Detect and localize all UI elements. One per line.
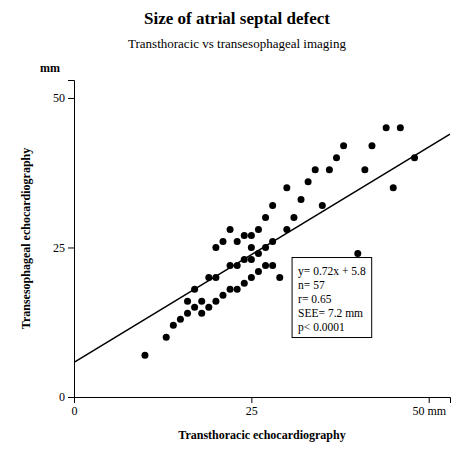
tick-label: 50 bbox=[53, 91, 65, 105]
plot-area bbox=[74, 124, 450, 362]
tick-mark bbox=[68, 98, 74, 99]
point bbox=[255, 250, 262, 257]
stats-box-frame bbox=[292, 258, 372, 338]
tick: 50 bbox=[53, 91, 74, 105]
tick-label: 25 bbox=[246, 404, 258, 418]
tick-label: 0 bbox=[59, 390, 65, 404]
point bbox=[305, 178, 312, 185]
annotation: n= 57 bbox=[298, 279, 325, 291]
tick-label: 0 bbox=[72, 404, 78, 418]
tick-mark bbox=[251, 397, 252, 403]
point bbox=[354, 250, 361, 257]
point bbox=[340, 142, 347, 149]
point bbox=[234, 238, 241, 245]
point bbox=[170, 322, 177, 329]
point bbox=[390, 184, 397, 191]
point bbox=[248, 274, 255, 281]
point bbox=[255, 226, 262, 233]
point bbox=[219, 292, 226, 299]
chart: Size of atrial septal defect Transthoraci… bbox=[0, 0, 474, 455]
point bbox=[411, 154, 418, 161]
point bbox=[269, 202, 276, 209]
point bbox=[141, 352, 148, 359]
point bbox=[269, 262, 276, 269]
point bbox=[248, 256, 255, 263]
regression-line bbox=[74, 134, 450, 362]
stats-box: y= 0.72x + 5.8n= 57 r= 0.65 SEE= 7.2 mm p< … bbox=[292, 258, 372, 338]
annotation: p< 0.0001 bbox=[298, 321, 345, 334]
point bbox=[241, 232, 248, 239]
point bbox=[227, 286, 234, 293]
scatter-points bbox=[141, 124, 418, 358]
point bbox=[191, 304, 198, 311]
point bbox=[262, 244, 269, 251]
point bbox=[312, 166, 319, 173]
axis-line bbox=[68, 81, 75, 398]
point bbox=[262, 214, 269, 221]
point bbox=[319, 202, 326, 209]
point bbox=[234, 286, 241, 293]
tick-mark bbox=[68, 247, 74, 248]
point bbox=[227, 226, 234, 233]
point bbox=[177, 316, 184, 323]
point bbox=[241, 256, 248, 263]
x-axis-label: Transthoracic echocardiography bbox=[178, 428, 345, 442]
tick: 0 bbox=[59, 390, 74, 404]
point bbox=[198, 310, 205, 317]
point bbox=[262, 262, 269, 269]
point bbox=[283, 184, 290, 191]
tick: 50 mm bbox=[412, 397, 446, 418]
tick-mark bbox=[429, 397, 430, 403]
point bbox=[290, 214, 297, 221]
point bbox=[368, 142, 375, 149]
unit-label: mm bbox=[40, 61, 60, 75]
tick-label: 25 bbox=[53, 241, 65, 255]
point bbox=[191, 286, 198, 293]
point bbox=[248, 244, 255, 251]
y-axis: 0 25 50 bbox=[53, 81, 75, 405]
axis-line bbox=[75, 398, 451, 404]
point bbox=[276, 274, 283, 281]
point bbox=[184, 310, 191, 317]
title: Size of atrial septal defect bbox=[144, 9, 330, 28]
point bbox=[219, 238, 226, 245]
y-axis-label: Transesophageal echocardiography bbox=[19, 148, 33, 329]
tick-mark bbox=[68, 397, 74, 398]
point bbox=[383, 124, 390, 131]
tick: 25 bbox=[53, 241, 74, 255]
point bbox=[163, 334, 170, 341]
point bbox=[333, 154, 340, 161]
point bbox=[241, 280, 248, 287]
point bbox=[205, 274, 212, 281]
tick: 0 bbox=[72, 397, 78, 418]
tick-label: 50 mm bbox=[412, 404, 446, 418]
point bbox=[326, 166, 333, 173]
point bbox=[212, 244, 219, 251]
tick: 25 bbox=[246, 397, 258, 418]
point bbox=[198, 298, 205, 305]
annotation: r= 0.65 bbox=[298, 293, 332, 305]
point bbox=[234, 262, 241, 269]
point bbox=[212, 274, 219, 281]
point bbox=[212, 298, 219, 305]
point bbox=[397, 124, 404, 131]
subtitle: Transthoracic vs transesophageal imaging bbox=[128, 36, 346, 51]
point bbox=[248, 232, 255, 239]
point bbox=[269, 238, 276, 245]
point bbox=[184, 298, 191, 305]
annotation: y= 0.72x + 5.8 bbox=[298, 265, 366, 278]
point bbox=[205, 304, 212, 311]
annotation: SEE= 7.2 mm bbox=[298, 307, 363, 319]
point bbox=[298, 196, 305, 203]
point bbox=[255, 268, 262, 275]
x-axis: 0 25 50 mm bbox=[72, 397, 451, 418]
point bbox=[283, 226, 290, 233]
point bbox=[227, 262, 234, 269]
point bbox=[361, 166, 368, 173]
